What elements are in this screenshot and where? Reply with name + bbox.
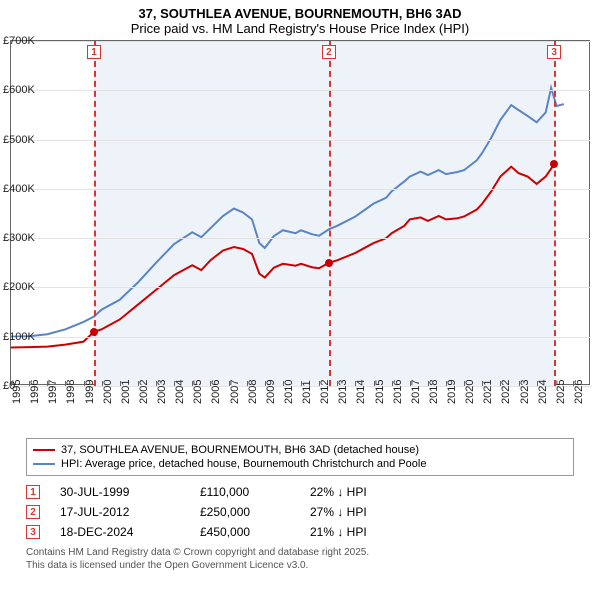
marker-point bbox=[90, 328, 98, 336]
x-tick-label: 2015 bbox=[374, 380, 386, 404]
x-tick-label: 2003 bbox=[156, 380, 168, 404]
x-tick-label: 1996 bbox=[29, 380, 41, 404]
event-price: £250,000 bbox=[200, 505, 290, 519]
gridline-h bbox=[11, 337, 591, 338]
x-tick-label: 2018 bbox=[428, 380, 440, 404]
event-diff: 27% ↓ HPI bbox=[310, 505, 410, 519]
legend-label: HPI: Average price, detached house, Bour… bbox=[61, 458, 426, 470]
x-tick-label: 2004 bbox=[174, 380, 186, 404]
series-price_paid bbox=[11, 164, 554, 347]
event-date: 30-JUL-1999 bbox=[60, 485, 180, 499]
x-tick-label: 1997 bbox=[47, 380, 59, 404]
plot-region: £0£100K£200K£300K£400K£500K£600K£700K199… bbox=[10, 40, 590, 385]
marker-badge: 3 bbox=[547, 45, 561, 59]
marker-line bbox=[329, 41, 331, 386]
chart-title: 37, SOUTHLEA AVENUE, BOURNEMOUTH, BH6 3A… bbox=[0, 0, 600, 21]
legend-swatch bbox=[33, 449, 55, 451]
x-tick-label: 2013 bbox=[337, 380, 349, 404]
gridline-h bbox=[11, 90, 591, 91]
x-tick-label: 2001 bbox=[120, 380, 132, 404]
x-tick-label: 2005 bbox=[192, 380, 204, 404]
x-tick-label: 2026 bbox=[573, 380, 585, 404]
x-tick-label: 2014 bbox=[355, 380, 367, 404]
event-badge: 2 bbox=[26, 505, 40, 519]
legend-box: 37, SOUTHLEA AVENUE, BOURNEMOUTH, BH6 3A… bbox=[26, 438, 574, 476]
event-diff: 21% ↓ HPI bbox=[310, 525, 410, 539]
marker-point bbox=[325, 259, 333, 267]
marker-badge: 2 bbox=[322, 45, 336, 59]
legend-row: 37, SOUTHLEA AVENUE, BOURNEMOUTH, BH6 3A… bbox=[33, 443, 567, 457]
legend-row: HPI: Average price, detached house, Bour… bbox=[33, 457, 567, 471]
x-tick-label: 2000 bbox=[102, 380, 114, 404]
x-tick-label: 2008 bbox=[247, 380, 259, 404]
x-tick-label: 2009 bbox=[265, 380, 277, 404]
marker-line bbox=[554, 41, 556, 386]
x-tick-label: 1998 bbox=[65, 380, 77, 404]
footer-line2: This data is licensed under the Open Gov… bbox=[26, 559, 574, 572]
event-date: 17-JUL-2012 bbox=[60, 505, 180, 519]
x-tick-label: 2016 bbox=[392, 380, 404, 404]
x-tick-label: 2021 bbox=[482, 380, 494, 404]
x-tick-label: 2006 bbox=[210, 380, 222, 404]
x-tick-label: 2025 bbox=[555, 380, 567, 404]
x-tick-label: 2023 bbox=[519, 380, 531, 404]
x-tick-label: 2020 bbox=[464, 380, 476, 404]
legend-label: 37, SOUTHLEA AVENUE, BOURNEMOUTH, BH6 3A… bbox=[61, 444, 419, 456]
event-row: 1 30-JUL-1999 £110,000 22% ↓ HPI bbox=[26, 482, 574, 502]
chart-area: £0£100K£200K£300K£400K£500K£600K£700K199… bbox=[0, 40, 600, 410]
gridline-h bbox=[11, 41, 591, 42]
marker-badge: 1 bbox=[87, 45, 101, 59]
x-tick-label: 2022 bbox=[500, 380, 512, 404]
event-badge: 3 bbox=[26, 525, 40, 539]
y-tick-label: £300K bbox=[3, 232, 35, 244]
event-diff: 22% ↓ HPI bbox=[310, 485, 410, 499]
event-date: 18-DEC-2024 bbox=[60, 525, 180, 539]
x-tick-label: 2019 bbox=[446, 380, 458, 404]
footer-line1: Contains HM Land Registry data © Crown c… bbox=[26, 546, 574, 559]
y-tick-label: £700K bbox=[3, 35, 35, 47]
event-price: £450,000 bbox=[200, 525, 290, 539]
footer-attribution: Contains HM Land Registry data © Crown c… bbox=[26, 546, 574, 572]
chart-subtitle: Price paid vs. HM Land Registry's House … bbox=[0, 21, 600, 40]
y-tick-label: £100K bbox=[3, 331, 35, 343]
x-tick-label: 2010 bbox=[283, 380, 295, 404]
x-tick-label: 2007 bbox=[229, 380, 241, 404]
x-tick-label: 2002 bbox=[138, 380, 150, 404]
event-row: 3 18-DEC-2024 £450,000 21% ↓ HPI bbox=[26, 522, 574, 542]
line-layer bbox=[11, 41, 591, 386]
x-tick-label: 2024 bbox=[537, 380, 549, 404]
event-row: 2 17-JUL-2012 £250,000 27% ↓ HPI bbox=[26, 502, 574, 522]
gridline-h bbox=[11, 140, 591, 141]
y-tick-label: £500K bbox=[3, 134, 35, 146]
gridline-h bbox=[11, 287, 591, 288]
x-tick-label: 2011 bbox=[301, 380, 313, 404]
gridline-h bbox=[11, 189, 591, 190]
x-tick-label: 2017 bbox=[410, 380, 422, 404]
legend-swatch bbox=[33, 463, 55, 465]
x-tick-label: 1995 bbox=[11, 380, 23, 404]
y-tick-label: £400K bbox=[3, 183, 35, 195]
gridline-h bbox=[11, 238, 591, 239]
event-badge: 1 bbox=[26, 485, 40, 499]
y-tick-label: £200K bbox=[3, 281, 35, 293]
event-price: £110,000 bbox=[200, 485, 290, 499]
events-table: 1 30-JUL-1999 £110,000 22% ↓ HPI 2 17-JUL-201… bbox=[26, 482, 574, 542]
marker-point bbox=[550, 160, 558, 168]
y-tick-label: £600K bbox=[3, 84, 35, 96]
